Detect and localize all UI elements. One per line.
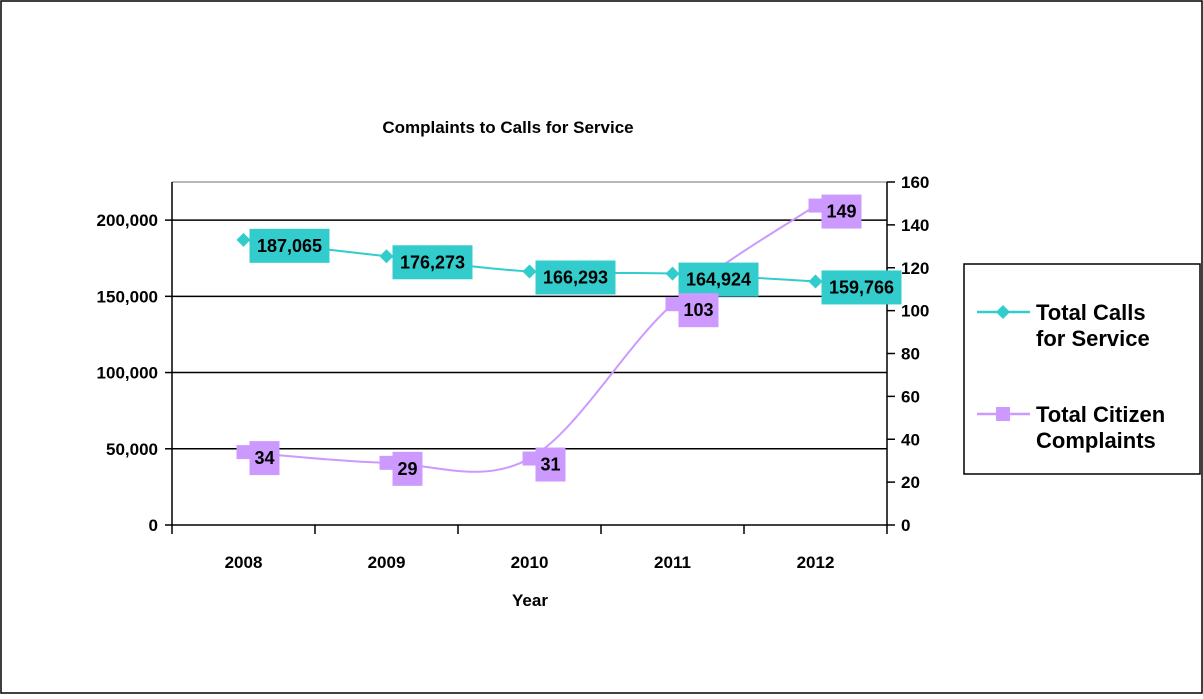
y-axis-tick-label: 100,000 — [97, 364, 158, 383]
data-label: 176,273 — [400, 252, 465, 272]
data-label: 34 — [254, 448, 274, 468]
data-label: 31 — [540, 455, 560, 475]
data-label: 166,293 — [543, 267, 608, 287]
x-axis-tick-label: 2011 — [654, 553, 691, 572]
data-point — [665, 297, 680, 312]
y2-axis-tick-label: 0 — [901, 516, 910, 535]
data-label: 164,924 — [686, 270, 751, 290]
data-point — [379, 455, 394, 470]
data-label: 103 — [683, 300, 713, 320]
legend-marker — [996, 305, 1010, 319]
chart-title: Complaints to Calls for Service — [382, 118, 633, 137]
legend-label: Complaints — [1036, 428, 1156, 453]
y-axis-tick-label: 200,000 — [97, 211, 158, 230]
data-label-box — [392, 245, 473, 280]
x-axis-title: Year — [512, 591, 548, 610]
legend-label: Total Calls — [1036, 300, 1146, 325]
data-label-box — [678, 262, 759, 297]
plot-area: 0 50,000 100,000 150,000 200,000 0 20 40 60 80 100… — [97, 173, 930, 572]
y2-axis-tick-label: 160 — [901, 173, 929, 192]
x-axis-tick-label: 2010 — [511, 553, 549, 572]
data-point — [808, 198, 823, 213]
data-label-box — [678, 293, 719, 328]
data-label: 159,766 — [829, 277, 894, 297]
data-point — [665, 266, 680, 281]
legend-label: Total Citizen — [1036, 402, 1165, 427]
data-point — [522, 451, 537, 466]
data-labels: 187,065 176,273 166,293 164,924 159,766 — [249, 228, 902, 305]
y-axis-tick-label: 0 — [149, 516, 158, 535]
y2-axis-tick-label: 100 — [901, 302, 929, 321]
y2-axis-tick-label: 20 — [901, 473, 920, 492]
x-axis-tick-label: 2008 — [225, 553, 263, 572]
data-point — [808, 274, 823, 289]
data-point — [379, 249, 394, 264]
y-axis-tick-label: 50,000 — [106, 440, 158, 459]
data-label-box — [821, 270, 902, 305]
legend-box — [963, 263, 1201, 475]
y2-axis-tick-label: 120 — [901, 259, 929, 278]
data-label-box — [392, 451, 423, 486]
y-axis-tick-label: 150,000 — [97, 287, 158, 306]
x-axis-tick-label: 2012 — [797, 553, 835, 572]
data-label-box — [535, 447, 566, 482]
data-point — [236, 445, 251, 460]
data-label-box — [535, 260, 616, 295]
legend-marker — [996, 407, 1010, 421]
y2-axis-tick-label: 80 — [901, 345, 920, 364]
x-axis-tick-label: 2009 — [368, 553, 406, 572]
data-point — [522, 264, 537, 279]
data-point — [236, 232, 251, 247]
data-label: 29 — [397, 459, 417, 479]
data-label-box — [821, 194, 862, 229]
data-label-box — [249, 441, 280, 476]
y2-axis-tick-label: 140 — [901, 216, 929, 235]
legend-label: for Service — [1036, 326, 1150, 351]
data-label: 187,065 — [257, 236, 322, 256]
y2-axis-tick-label: 40 — [901, 430, 920, 449]
data-label-box — [249, 228, 330, 263]
y2-axis-tick-label: 60 — [901, 387, 920, 406]
data-label: 149 — [826, 202, 856, 222]
data-labels: 34 29 31 103 149 — [249, 194, 862, 486]
